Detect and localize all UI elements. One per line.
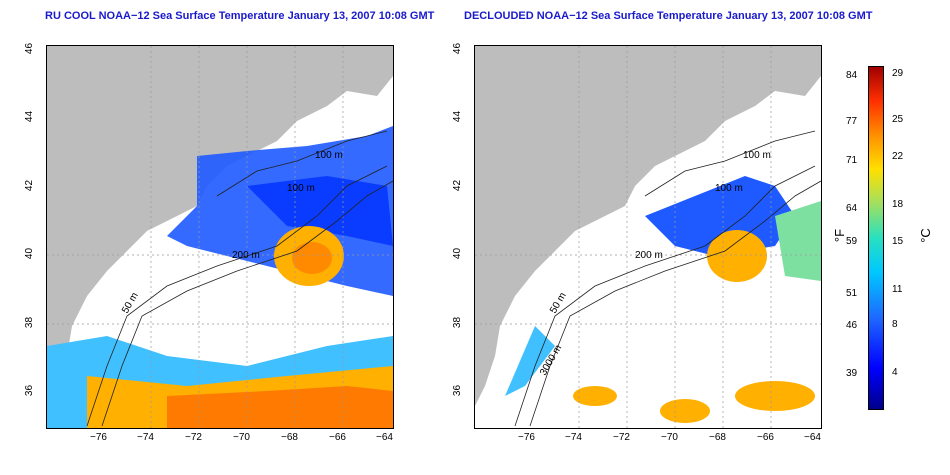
y-tick-label: 38	[452, 316, 464, 329]
right-map-title: DECLOUDED NOAA−12 Sea Surface Temperatur…	[464, 10, 873, 22]
x-tick-label: −74	[565, 432, 582, 443]
y-tick-label: 44	[452, 110, 464, 123]
f-tick-label: 84	[846, 70, 858, 81]
contour-label: 200 m	[635, 250, 663, 261]
warm-eddy	[707, 230, 767, 282]
y-tick-label: 42	[452, 179, 464, 192]
x-tick-label: −74	[137, 432, 154, 443]
fahrenheit-unit-label: °F	[832, 228, 848, 243]
x-tick-label: −70	[233, 432, 250, 443]
contour-label: 100 m	[715, 183, 743, 194]
y-tick-label: 42	[24, 179, 36, 192]
x-tick-label: −70	[661, 432, 678, 443]
y-tick-label: 44	[24, 110, 36, 123]
x-tick-label: −72	[613, 432, 630, 443]
y-tick-label: 36	[452, 384, 464, 397]
right-map-canvas: 100 m 100 m 200 m 50 m 3000 m	[475, 46, 821, 428]
y-tick-label: 46	[452, 42, 464, 55]
c-tick-label: 25	[892, 114, 904, 125]
celsius-unit-label: °C	[917, 228, 933, 243]
x-tick-label: −76	[90, 432, 107, 443]
y-tick-label: 36	[24, 384, 36, 397]
contour-label: 100 m	[743, 150, 771, 161]
c-tick-label: 4	[892, 367, 898, 378]
contour-label: 200 m	[232, 250, 260, 261]
c-tick-label: 18	[892, 199, 904, 210]
f-tick-label: 59	[846, 236, 858, 247]
land-mass	[475, 46, 821, 406]
f-tick-label: 77	[846, 116, 858, 127]
f-tick-label: 46	[846, 320, 858, 331]
left-sst-map: 100 m 100 m 200 m 50 m	[46, 45, 394, 429]
f-tick-label: 51	[846, 288, 858, 299]
c-tick-label: 29	[892, 68, 904, 79]
x-tick-label: −72	[185, 432, 202, 443]
right-sst-map: 100 m 100 m 200 m 50 m 3000 m	[474, 45, 822, 429]
x-tick-label: −66	[329, 432, 346, 443]
f-tick-label: 64	[846, 203, 858, 214]
y-tick-label: 40	[452, 247, 464, 260]
c-tick-label: 11	[892, 284, 903, 295]
land-mass	[47, 46, 393, 406]
temperature-colorbar	[868, 66, 884, 410]
x-tick-label: −64	[804, 432, 821, 443]
left-map-canvas: 100 m 100 m 200 m 50 m	[47, 46, 393, 428]
y-tick-label: 46	[24, 42, 36, 55]
x-tick-label: −66	[757, 432, 774, 443]
cold-water	[645, 176, 795, 256]
x-tick-label: −68	[281, 432, 298, 443]
c-tick-label: 8	[892, 319, 898, 330]
f-tick-label: 71	[846, 155, 858, 166]
c-tick-label: 15	[892, 236, 904, 247]
y-tick-label: 38	[24, 316, 36, 329]
contour-label: 100 m	[315, 150, 343, 161]
x-tick-label: −76	[518, 432, 535, 443]
f-tick-label: 39	[846, 368, 858, 379]
c-tick-label: 22	[892, 151, 904, 162]
x-tick-label: −68	[709, 432, 726, 443]
left-map-title: RU COOL NOAA−12 Sea Surface Temperature …	[45, 10, 435, 22]
x-tick-label: −64	[376, 432, 393, 443]
contour-label: 100 m	[287, 183, 315, 194]
y-tick-label: 40	[24, 247, 36, 260]
warm-patches	[573, 381, 815, 423]
